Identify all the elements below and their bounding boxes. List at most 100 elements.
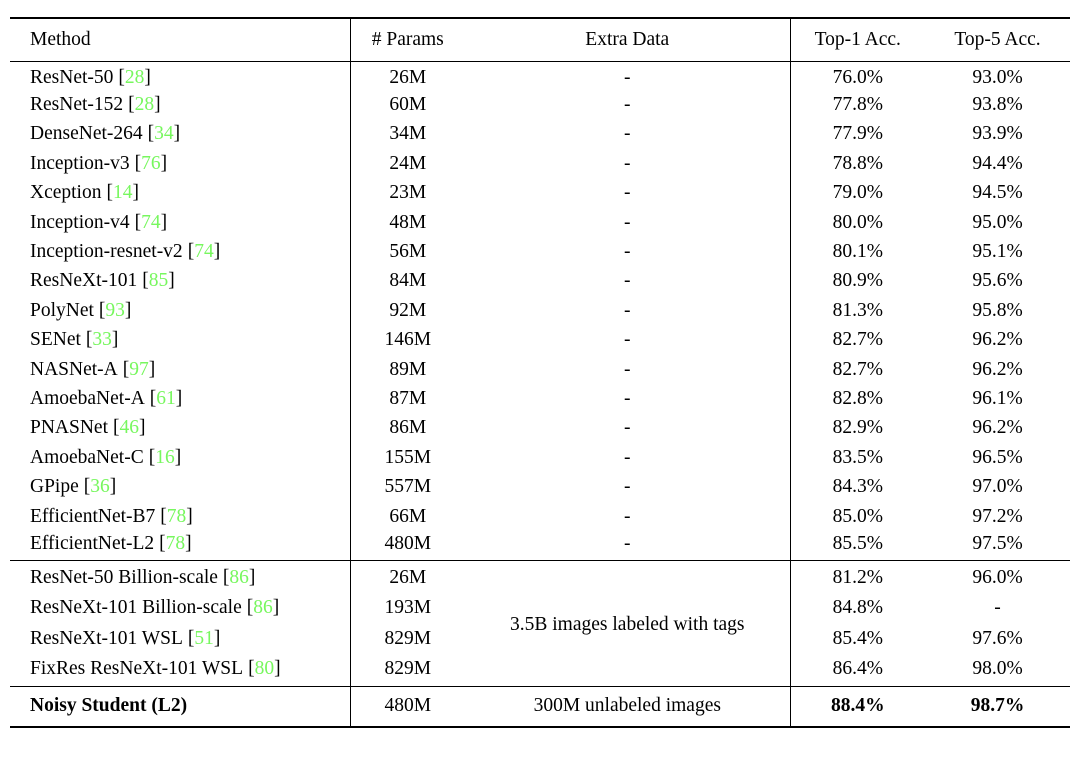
citation-bracket-open: [	[149, 387, 157, 409]
table-row: AmoebaNet-A [61] 87M -82.8% 96.1%	[10, 384, 1070, 414]
table-row: ResNeXt-101 [85] 84M -80.9% 95.6%	[10, 266, 1070, 297]
top1-acc-cell: 85.4%	[789, 623, 925, 655]
table-row: DenseNet-264 [34] 34M -77.9% 93.9%	[10, 119, 1070, 150]
top1-acc-cell: 82.7%	[789, 325, 925, 355]
column-header-method: Method	[30, 28, 91, 50]
citation-bracket-open: [	[106, 182, 113, 204]
citation-link[interactable]: 36	[90, 476, 110, 498]
citation-link[interactable]: 80	[254, 657, 275, 679]
method-cell: EfficientNet-B7 [78]	[10, 502, 350, 531]
citation-link[interactable]: 97	[129, 358, 149, 380]
citation-link[interactable]: 61	[156, 387, 176, 409]
method-name: AmoebaNet-A	[30, 387, 145, 409]
top1-acc-cell: 88.4%	[789, 686, 925, 728]
citation-bracket-close: ]	[274, 657, 281, 679]
citation-bracket-open: [	[83, 476, 91, 498]
table-row: Xception [14] 23M -79.0% 94.5%	[10, 178, 1070, 208]
citation-link[interactable]: 28	[134, 94, 155, 116]
method-name: PNASNet	[30, 417, 109, 439]
top1-acc-cell: 77.9%	[789, 119, 925, 150]
citation: [34]	[148, 123, 181, 144]
params-cell: 92M	[349, 296, 465, 326]
method-name: PolyNet	[30, 299, 94, 321]
top5-acc-cell: 93.0%	[972, 66, 1023, 88]
method-cell: Noisy Student (L2)	[10, 686, 350, 727]
citation-bracket-close: ]	[109, 476, 117, 498]
citation-link[interactable]: 33	[92, 329, 112, 351]
results-table: Method # Params Extra Data Top-1 Acc. To…	[10, 17, 1070, 729]
citation: [46]	[113, 417, 146, 438]
top5-acc-cell: 98.0%	[972, 657, 1023, 679]
method-cell: PNASNet [46]	[10, 414, 350, 443]
citation-link[interactable]: 16	[155, 446, 175, 468]
method-name: ResNeXt-101	[30, 270, 138, 292]
top1-acc-cell: 86.4%	[789, 654, 925, 687]
citation-link[interactable]: 34	[154, 123, 174, 145]
citation-bracket-close: ]	[124, 299, 132, 321]
citation: [36]	[84, 476, 117, 497]
params-cell: 480M	[349, 686, 465, 728]
citation-link[interactable]: 86	[229, 567, 249, 589]
citation-link[interactable]: 78	[165, 532, 186, 554]
top1-acc-cell: 80.9%	[789, 266, 925, 297]
table-section: ResNet-50 [28] 26M -76.0% 93.0% ResNet-152 [28…	[10, 61, 1070, 561]
citation-link[interactable]: 78	[166, 505, 187, 527]
extra-data-cell: -	[624, 387, 631, 409]
method-cell: SENet [33]	[10, 326, 350, 355]
citation: [74]	[188, 241, 221, 262]
params-cell: 89M	[349, 354, 465, 385]
method-name: ResNet-50	[30, 66, 114, 88]
params-cell: 829M	[349, 623, 465, 655]
method-cell: ResNet-50 [28]	[10, 61, 350, 90]
citation-bracket-close: ]	[248, 567, 256, 589]
citation: [86]	[223, 567, 256, 588]
citation-link[interactable]: 86	[253, 596, 273, 618]
top5-acc-cell: 97.6%	[972, 628, 1023, 650]
citation-link[interactable]: 74	[141, 211, 161, 233]
method-name: Xception	[30, 182, 102, 204]
extra-data-cell: -	[624, 417, 631, 439]
table-row: Inception-v4 [74] 48M -80.0% 95.0%	[10, 207, 1070, 238]
citation-bracket-close: ]	[132, 182, 139, 204]
params-cell: 480M	[349, 531, 465, 561]
column-header-top5-acc: Top-5 Acc.	[954, 28, 1041, 50]
citation-link[interactable]: 74	[194, 241, 214, 263]
citation-link[interactable]: 46	[119, 417, 140, 439]
params-cell: 26M	[349, 560, 465, 593]
citation-bracket-close: ]	[213, 241, 221, 263]
citation: [61]	[150, 388, 183, 409]
citation-link[interactable]: 14	[112, 182, 133, 204]
citation-link[interactable]: 28	[124, 66, 145, 88]
method-name: Inception-v4	[30, 211, 130, 233]
citation-link[interactable]: 85	[148, 270, 169, 292]
citation-bracket-close: ]	[174, 446, 182, 468]
citation-link[interactable]: 51	[194, 628, 214, 650]
params-cell: 146M	[349, 325, 465, 355]
top5-acc-cell: 98.7%	[970, 695, 1025, 717]
table-row: NASNet-A [97] 89M -82.7% 96.2%	[10, 354, 1070, 385]
table-row: ResNeXt-101 WSL [51] 829M 85.4% 97.6%	[10, 623, 1070, 655]
column-header-top1-acc: Top-1 Acc.	[789, 18, 925, 61]
extra-data-cell: -	[624, 532, 631, 554]
citation-link[interactable]: 93	[105, 299, 125, 321]
citation: [28]	[118, 67, 151, 88]
method-name: AmoebaNet-C	[30, 446, 144, 468]
citation-bracket-close: ]	[186, 505, 193, 527]
citation: [74]	[135, 212, 168, 233]
top5-acc-cell: 95.8%	[972, 299, 1023, 321]
top5-acc-cell: 96.5%	[972, 446, 1023, 468]
extra-data-cell: -	[624, 211, 631, 233]
params-cell: 66M	[349, 501, 465, 532]
citation: [78]	[160, 506, 193, 527]
top1-acc-cell: 78.8%	[789, 149, 925, 179]
citation-link[interactable]: 76	[141, 152, 161, 174]
top1-acc-cell: 85.0%	[789, 501, 925, 532]
params-cell: 557M	[349, 472, 465, 502]
top5-acc-cell: 95.1%	[972, 241, 1023, 263]
method-cell: FixRes ResNeXt-101 WSL [80]	[10, 655, 350, 686]
table-row: ResNet-152 [28] 60M -77.8% 93.8%	[10, 90, 1070, 120]
method-cell: Inception-resnet-v2 [74]	[10, 237, 350, 266]
citation: [78]	[159, 533, 192, 554]
extra-data-cell: -	[624, 476, 631, 498]
top5-acc-cell: 94.4%	[972, 152, 1023, 174]
